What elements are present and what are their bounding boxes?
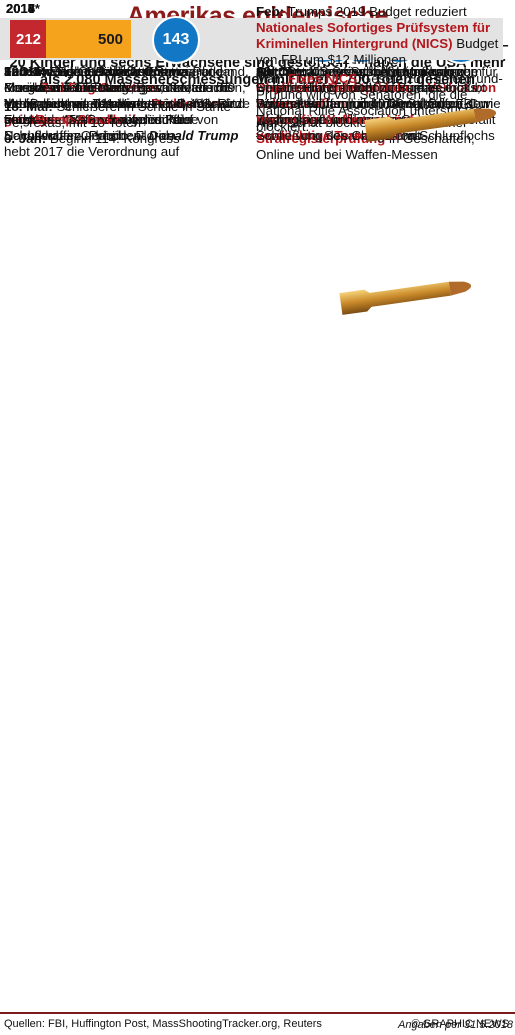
- text-run: Budget von FBI um $12 Millionen: [256, 36, 499, 67]
- note: Angaben per 31.5.2018: [398, 1019, 513, 1031]
- year: 2014: [6, 1, 35, 16]
- text-run: Problemen geistiger Gesundheit: [4, 96, 220, 127]
- year: 2016: [6, 1, 35, 16]
- bar-row: 212 500 143: [0, 16, 503, 64]
- text-run: Jan:: [4, 64, 32, 79]
- footer: Quellen: FBI, Huffington Post, MassShoot…: [0, 1012, 515, 1035]
- paragraph: 3. Jan: Ende 113. United States Kongress…: [4, 64, 252, 128]
- text-run: Boyfriend Hintertürchen,: [256, 80, 413, 95]
- year-section: 20166061.78147712. Jun: Bisher tödlichst…: [0, 1, 515, 608]
- text-column: Apr: Der überwiegend demokratische Senat…: [256, 64, 504, 166]
- paragraph: 1. Okt: Massenschießerei am Musikfestiva…: [4, 64, 252, 144]
- text-run: Neues Gesetz zur Finanzierung eines: [4, 64, 223, 95]
- credit: © GRAPHIC NEWS: [411, 1018, 509, 1030]
- paragraph: Jun: Neues Gesetz zur Finanzierung eines…: [4, 64, 252, 128]
- text-run: Antrag auf Schließung des: [282, 64, 443, 79]
- text-run: 3. Jan:: [4, 64, 47, 79]
- killed-label: 212: [16, 30, 42, 48]
- year: 2018*: [6, 1, 40, 16]
- text-run: Apr:: [256, 115, 284, 130]
- year: 2013: [6, 1, 35, 16]
- text-run: Donald Trump: [148, 128, 239, 143]
- text-run: Beginn 114. Kongress: [46, 131, 180, 146]
- text-column: Jun: Neues Gesetz zur Finanzierung eines…: [4, 64, 252, 131]
- paragraph: Mar: Fixes NICS Gesetz zur Hintergrund-P…: [256, 71, 504, 135]
- text-column: 3. Jan: Ende 113. United States Kongress…: [4, 64, 252, 150]
- text-run: gibt ein Memorandum heraus, es verbietet…: [4, 64, 235, 111]
- text-run: 18. Mai:: [4, 99, 53, 114]
- text-run: US Senat lehnt Maßnahmen für weitere Hin…: [256, 64, 501, 111]
- text-run: für Menschen, die für sich oder andere e…: [4, 80, 246, 127]
- year: 2015: [6, 1, 35, 16]
- text-run: Bisher tödlichste Massenerschiessung. Be…: [4, 64, 230, 143]
- text-run: Trumps 2019 Budget reduziert: [284, 4, 467, 19]
- text-run: Bump-Stocks: [35, 112, 122, 127]
- text-run: Jul:: [256, 64, 280, 79]
- text-run: Senat versäumt Abstimmung zum: [279, 64, 483, 79]
- text-run: Jun:: [4, 64, 33, 79]
- text-run: High School Attentat in Parkland, Florid…: [4, 64, 249, 95]
- text-run: Schießerei in Schule in Sante Fe, Texas,…: [4, 99, 231, 130]
- text-run: 1. Okt:: [4, 64, 46, 79]
- text-column: Feb: Trumps 2019 Budget reduziert Nation…: [256, 4, 504, 138]
- text-column: 1. Okt: Massenschießerei am Musikfestiva…: [4, 64, 252, 147]
- paragraph: 12. Jun: Bisher tödlichste Massenerschie…: [4, 64, 252, 144]
- text-run: Okt:: [256, 64, 283, 79]
- text-run: Nationales Sofortiges Prüfsystem für Kri…: [256, 20, 491, 51]
- text-run: Ende 113. United States Kongress – alle …: [4, 64, 243, 127]
- text-run: 20. Jun:: [256, 64, 307, 79]
- text-run: ein, um die Schussrate zu erhöhen: [4, 112, 191, 143]
- year: 2017: [6, 1, 35, 16]
- paragraph: Feb: Trumps 2019 Budget reduziert Nation…: [256, 4, 504, 68]
- text-run: Feb:: [256, 4, 285, 19]
- sources: Quellen: FBI, Huffington Post, MassShoot…: [4, 1018, 322, 1030]
- text-run: Mar:: [256, 71, 285, 86]
- incidents-circle: 143: [152, 16, 201, 64]
- text-column: 12. Jun: Bisher tödlichste Massenerschie…: [4, 64, 252, 147]
- paragraph: Apr: Der überwiegend demokratische Senat…: [256, 64, 504, 112]
- text-run: in Geschäften, Online und bei Waffen-Mes…: [256, 131, 475, 162]
- text-run: Barack Obama: [94, 64, 189, 79]
- text-run: Strafregisterprüfung: [256, 131, 386, 146]
- text-run: Verbot von Schusswaffen: [256, 80, 497, 111]
- text-run: Gesetz zur Hintergrund-Prüfung wird von …: [256, 71, 503, 134]
- text-run: den Kauf von Schußwaffen. Präsident: [4, 112, 219, 143]
- text-run: Massenschießerei am Musikfestival in Las…: [4, 64, 250, 127]
- text-run: 6. Jan:: [4, 131, 47, 146]
- year-section: 20154691.3373713. Jan: Ende 113. United …: [0, 1, 515, 457]
- paragraph: 6. Jan: Beginn 114. Kongress: [4, 131, 252, 147]
- text-run: Der überwiegend demokratische Senat bekä…: [256, 64, 479, 95]
- text-column: Feb 14: High School Attentat in Parkland…: [4, 64, 252, 134]
- subtitle-line: als 2.080 Massenerschiessungen mit über …: [40, 72, 475, 88]
- text-run: 12. Jun:: [4, 64, 55, 79]
- cartridge-icon: [364, 108, 497, 142]
- wounded-bar: 500: [46, 20, 132, 58]
- text-run: 28. Okt:: [256, 64, 305, 79]
- wounded-label: 500: [98, 30, 124, 48]
- text-run: hebt 2017 die Verordnung auf: [4, 144, 180, 159]
- text-run: Red Flag Gesetzes: [39, 80, 158, 95]
- text-run: Präsident: [31, 64, 95, 79]
- paragraph: 18. Mai: Schießerei in Schule in Sante F…: [4, 99, 252, 131]
- text-column: Jan: Präsident Barack Obama gibt ein Mem…: [4, 64, 252, 163]
- killed-bar: 212: [10, 20, 47, 58]
- paragraph: Jan: Präsident Barack Obama gibt ein Mem…: [4, 64, 252, 160]
- year-section: 20175902.1704271. Okt: Massenschießerei …: [0, 1, 515, 757]
- text-run: Charleston Schlupflochs: [256, 80, 413, 95]
- text-run: Feb 14:: [4, 64, 51, 79]
- cartridge-icon: [339, 281, 472, 315]
- text-run: Apr:: [256, 64, 284, 79]
- paragraph: Feb 14: High School Attentat in Parkland…: [4, 64, 252, 96]
- text-run: Fixes NICS: [287, 71, 358, 86]
- text-run: mit 40:60 Stimmen: [345, 96, 460, 111]
